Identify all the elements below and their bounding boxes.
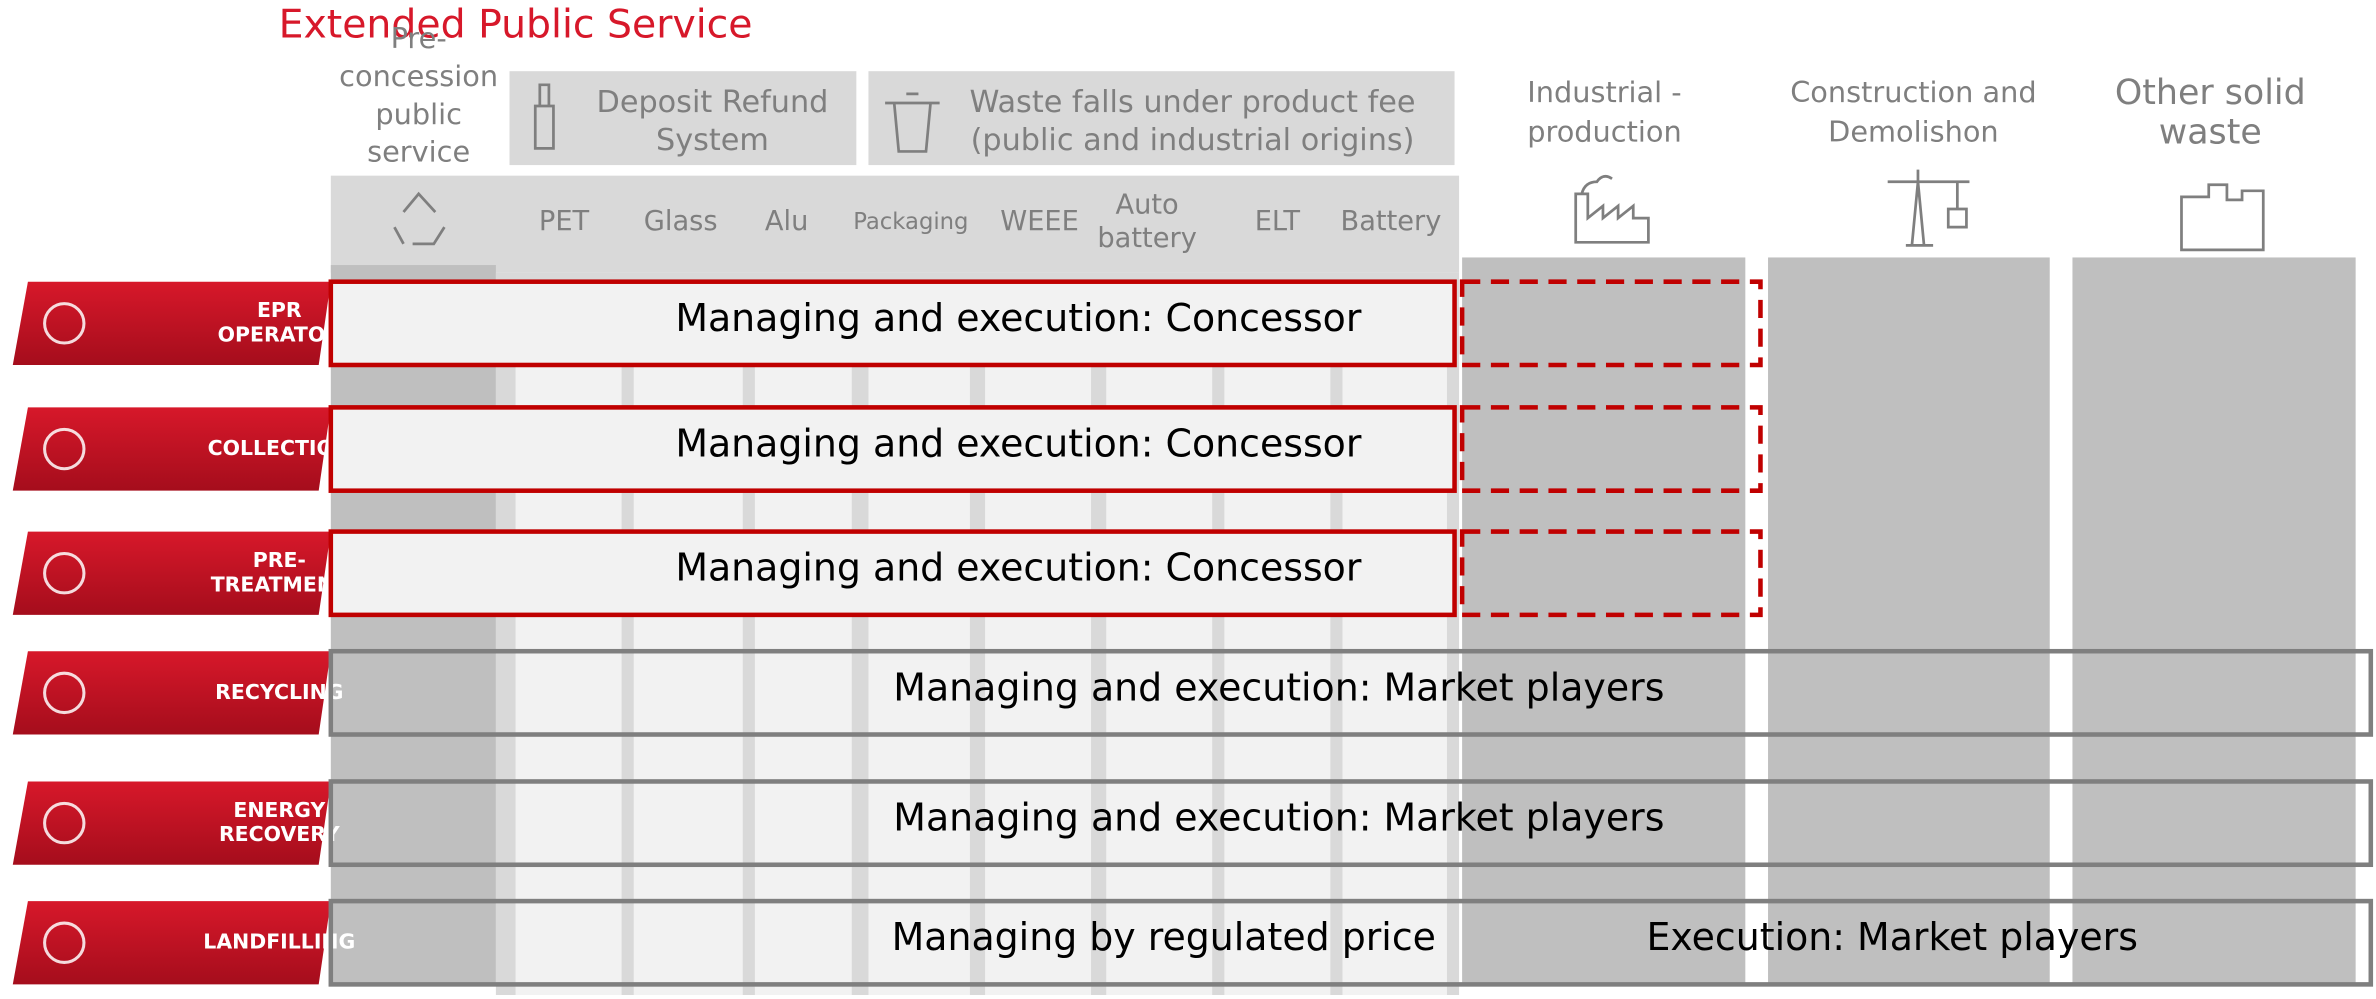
row-label: ENERGY [233, 798, 325, 822]
subcolumn-label: PET [539, 206, 590, 237]
subcolumn-label: WEEE [1000, 206, 1079, 237]
pre-concession-header: service [367, 135, 470, 169]
group-label: Deposit Refund [597, 85, 829, 120]
row-icon [43, 302, 86, 345]
column-header: Industrial - [1527, 75, 1681, 109]
row-label: RECOVERY [219, 822, 340, 846]
band-text: Managing and execution: Market players [893, 665, 1664, 709]
pre-concession-header: Pre- [391, 21, 447, 55]
subcolumn-label: Alu [765, 206, 808, 237]
row-label-bg [12, 651, 331, 735]
title: Extended Public Service [279, 2, 753, 48]
industrial-dashed-box [1459, 279, 1763, 368]
row-label: OPERATOR [218, 322, 342, 346]
subcolumn-label: Battery [1341, 206, 1442, 237]
row-label: COLLECTION [208, 436, 351, 460]
factory-icon [1574, 174, 1650, 244]
subcolumn-label: Glass [644, 206, 718, 237]
band-text: Managing and execution: Concessor [675, 296, 1362, 340]
row-icon [43, 427, 86, 471]
row-icon [43, 671, 86, 715]
row-label-bg [12, 901, 331, 985]
group-label: Waste falls under product fee [970, 85, 1416, 120]
recycle-icon [393, 191, 446, 246]
header-icons [393, 83, 2265, 252]
row-label-bg [12, 781, 331, 865]
bottle-icon [533, 83, 555, 150]
band-text: Managing by regulated price [892, 915, 1436, 959]
column-header: production [1527, 114, 1681, 148]
band-text: Managing and execution: Concessor [675, 546, 1362, 590]
concessor-box [328, 405, 1457, 493]
group-label: (public and industrial origins) [971, 123, 1415, 158]
row-label-bg [12, 407, 331, 491]
band-text: Execution: Market players [1646, 915, 2138, 959]
industrial-dashed-box [1459, 405, 1763, 493]
industrial-dashed-box [1459, 529, 1763, 618]
group-box [868, 71, 1455, 166]
row-label: LANDFILLING [203, 930, 355, 954]
subcolumn-label: ELT [1255, 206, 1301, 237]
row-icon [43, 801, 86, 845]
column-header: Other solid [2115, 73, 2306, 113]
column-header: waste [2159, 112, 2262, 152]
row-label: TREATMENT [211, 572, 348, 596]
row-label: EPR [257, 298, 302, 322]
band-text: Managing and execution: Concessor [675, 422, 1362, 466]
subcolumn-label: battery [1097, 223, 1196, 254]
group-box [509, 71, 857, 166]
row-icon [43, 552, 86, 595]
market-box [328, 779, 2374, 868]
column-header: Construction and [1790, 75, 2036, 109]
column-header: Demolishon [1828, 114, 1999, 148]
market-box [328, 648, 2374, 737]
buildings-icon [2180, 183, 2265, 252]
row-label: RECYCLING [215, 680, 343, 704]
subcolumn-label: Auto [1115, 189, 1178, 220]
concessor-box [328, 529, 1457, 618]
construction-column [1768, 257, 2050, 985]
row-label-bg [12, 281, 331, 365]
row-label: PRE- [253, 548, 306, 572]
subcolumn-label: Packaging [853, 209, 968, 235]
pre-concession-column [330, 265, 496, 985]
market-box [328, 898, 2374, 987]
crane-icon [1887, 169, 1970, 247]
pre-concession-header: public [375, 97, 462, 131]
bin-icon [885, 92, 940, 153]
pre-concession-header: concession [339, 59, 498, 93]
subcolumn-header-bg [330, 175, 1460, 273]
row-icon [43, 921, 86, 964]
row-label-bg [12, 531, 331, 615]
band-text: Managing and execution: Market players [893, 796, 1664, 840]
group-label: System [656, 123, 769, 158]
other-waste-column [2072, 257, 2356, 985]
concessor-box [328, 279, 1457, 368]
